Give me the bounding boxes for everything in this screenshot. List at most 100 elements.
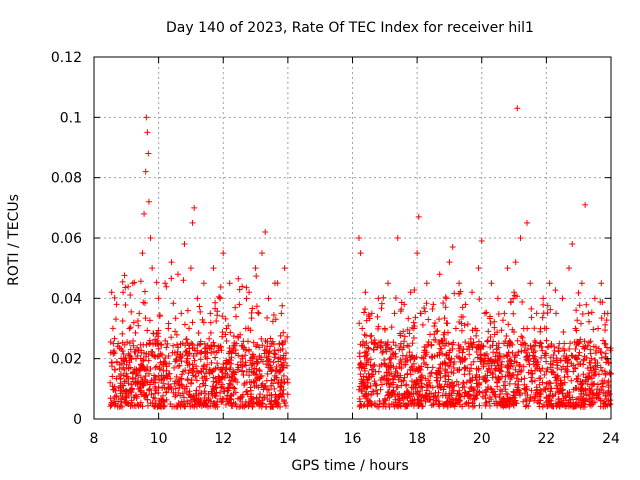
data-point <box>119 317 126 324</box>
data-point <box>582 201 589 208</box>
data-point <box>410 325 417 332</box>
data-point <box>396 397 403 404</box>
data-point <box>195 369 202 376</box>
data-point <box>442 372 449 379</box>
data-point <box>463 379 470 386</box>
data-point <box>202 353 209 360</box>
data-point <box>204 361 211 368</box>
data-point <box>527 396 534 403</box>
data-point <box>144 129 151 136</box>
data-point <box>140 357 147 364</box>
data-point <box>466 351 473 358</box>
data-point <box>160 374 167 381</box>
data-point <box>598 315 605 322</box>
data-point <box>489 342 496 349</box>
data-point <box>586 374 593 380</box>
data-point <box>487 320 494 327</box>
data-point <box>368 332 375 339</box>
data-point <box>363 332 370 339</box>
data-point <box>478 238 485 245</box>
data-point <box>409 363 416 370</box>
data-point <box>367 356 374 363</box>
data-point <box>264 314 271 321</box>
data-point <box>560 328 567 335</box>
data-point <box>523 356 530 363</box>
data-point <box>365 370 372 377</box>
data-point <box>602 350 609 357</box>
data-point <box>122 284 129 291</box>
data-point <box>470 341 477 348</box>
data-point <box>275 379 282 386</box>
data-point <box>563 352 570 359</box>
data-point <box>583 392 590 399</box>
data-point <box>283 350 290 357</box>
data-point <box>144 364 151 371</box>
data-point <box>522 342 529 349</box>
data-point <box>116 344 123 351</box>
data-point <box>250 401 257 408</box>
data-point <box>541 371 548 378</box>
data-point <box>511 289 518 296</box>
data-point <box>217 384 224 391</box>
data-point <box>438 384 445 391</box>
x-tick-label: 22 <box>537 431 555 447</box>
data-point <box>442 378 449 385</box>
data-point <box>110 340 117 347</box>
data-point <box>425 383 432 390</box>
data-point <box>575 340 582 347</box>
data-point <box>482 357 489 364</box>
data-point <box>361 401 368 408</box>
data-point <box>280 329 287 336</box>
data-point <box>125 365 132 372</box>
data-point <box>428 369 435 376</box>
data-point <box>267 335 274 342</box>
data-point <box>264 338 271 345</box>
data-point <box>585 310 592 317</box>
data-point <box>507 340 514 347</box>
data-point <box>464 346 471 353</box>
data-point <box>214 360 221 367</box>
data-point <box>603 317 610 324</box>
data-point <box>140 364 147 371</box>
data-point <box>197 340 204 347</box>
data-point <box>518 376 525 383</box>
data-point <box>439 392 446 399</box>
data-point <box>391 373 398 380</box>
data-point <box>504 353 511 360</box>
data-point <box>217 376 224 383</box>
data-point <box>229 370 236 377</box>
data-point <box>575 373 582 380</box>
data-point <box>476 381 483 388</box>
data-point <box>204 342 211 349</box>
data-point <box>211 342 218 349</box>
data-point <box>175 271 182 278</box>
data-point <box>362 289 369 296</box>
data-point <box>165 381 172 388</box>
data-point <box>356 320 363 327</box>
data-point <box>229 402 236 409</box>
data-point <box>235 334 242 341</box>
data-point <box>256 403 263 410</box>
data-point <box>227 377 234 384</box>
data-point <box>139 250 146 257</box>
data-point <box>580 343 587 350</box>
data-point <box>129 385 136 392</box>
data-point <box>455 381 462 388</box>
data-point <box>270 311 277 318</box>
data-point <box>401 374 408 381</box>
data-point <box>196 383 203 390</box>
data-point <box>220 250 227 257</box>
data-point <box>128 399 135 406</box>
data-point <box>558 366 565 373</box>
data-point <box>356 386 363 393</box>
data-point <box>185 370 192 377</box>
data-point <box>440 331 447 338</box>
data-point <box>184 352 191 359</box>
data-point <box>578 280 585 287</box>
data-point <box>375 325 382 332</box>
data-point <box>154 353 161 360</box>
data-point <box>146 337 153 344</box>
data-point <box>461 371 468 378</box>
data-point <box>572 346 579 353</box>
data-point <box>370 346 377 353</box>
